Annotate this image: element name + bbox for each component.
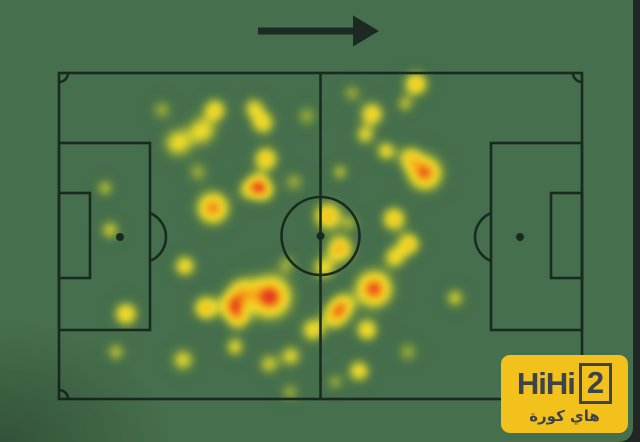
penalty-arc-left xyxy=(149,211,168,263)
penalty-area-left xyxy=(57,141,152,332)
watermark-badge: HiHi 2 هاي كورة xyxy=(501,355,628,433)
center-spot xyxy=(316,232,325,240)
brand-row: HiHi 2 xyxy=(516,363,613,404)
penalty-spot-right xyxy=(516,233,524,241)
penalty-arc-right xyxy=(473,211,492,263)
pitch-spots-group xyxy=(116,232,524,241)
attack-direction-arrow-icon xyxy=(258,15,379,47)
penalty-area-right xyxy=(489,141,584,332)
penalty-spot-left xyxy=(116,233,124,241)
brand-text: HiHi xyxy=(516,366,576,401)
arabic-tagline: هاي كورة xyxy=(529,407,600,425)
brand-suffix-boxed: 2 xyxy=(578,363,613,404)
pitch-lines-group xyxy=(57,71,584,401)
corner-arc-top-left xyxy=(58,72,70,84)
corner-arc-top-right xyxy=(571,72,583,84)
goal-area-left xyxy=(57,191,92,280)
center-circle xyxy=(280,195,361,277)
goal-area-right xyxy=(549,191,584,280)
corner-arc-bottom-left xyxy=(58,388,70,400)
